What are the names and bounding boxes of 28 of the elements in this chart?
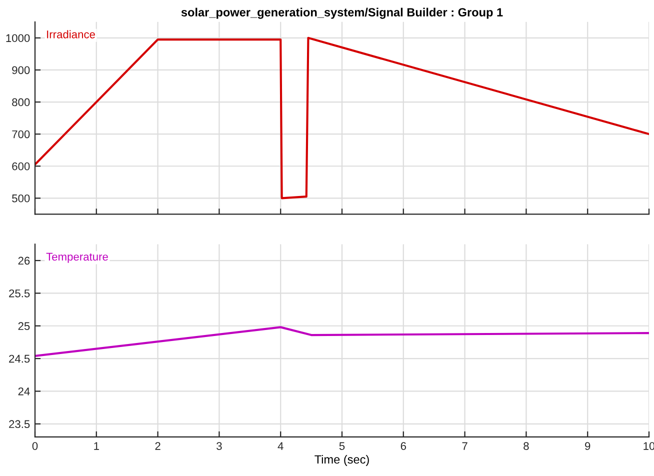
x-tick-label: 0 (32, 442, 38, 450)
y-tick-label: 600 (12, 162, 30, 170)
y-tick-label: 23.5 (9, 420, 30, 428)
x-tick-label: 2 (155, 442, 160, 450)
y-tick-label: 24.5 (9, 354, 30, 363)
y-tick-label: 900 (12, 66, 30, 74)
chart-title: solar_power_generation_system/Signal Builder : Group 1 (181, 8, 503, 19)
x-tick-label: 5 (339, 442, 345, 450)
y-tick-label: 500 (12, 194, 30, 202)
x-tick-label: 4 (278, 442, 284, 450)
y-tick-label: 26 (18, 256, 30, 265)
y-tick-label: 700 (12, 130, 30, 138)
y-tick-label: 24 (18, 387, 30, 396)
y-tick-label: 25 (18, 322, 30, 330)
x-tick-label: 3 (216, 442, 222, 450)
text: Temperature (46, 252, 108, 263)
text: Irradiance (47, 30, 95, 38)
x-tick-label: 1 (94, 442, 99, 450)
x-tick-label: 7 (462, 442, 468, 450)
x-tick-label: 8 (524, 442, 529, 450)
x-axis-title: Time (sec) (314, 454, 369, 466)
x-tick-label: 6 (400, 442, 406, 450)
line-series (35, 326, 649, 357)
y-tick-label: 1000 (6, 34, 30, 42)
x-tick-label: 9 (585, 442, 590, 450)
y-tick-label: 25.5 (9, 289, 30, 298)
y-tick-label: 800 (12, 98, 30, 106)
line-series (35, 36, 649, 200)
